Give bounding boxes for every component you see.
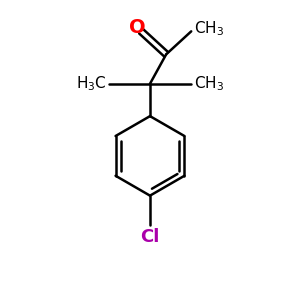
Text: $\mathsf{H_3C}$: $\mathsf{H_3C}$ (76, 74, 106, 93)
Text: $\mathsf{CH_3}$: $\mathsf{CH_3}$ (194, 20, 224, 38)
Text: $\mathsf{CH_3}$: $\mathsf{CH_3}$ (194, 74, 224, 93)
Text: O: O (129, 18, 146, 37)
Text: Cl: Cl (140, 228, 160, 246)
